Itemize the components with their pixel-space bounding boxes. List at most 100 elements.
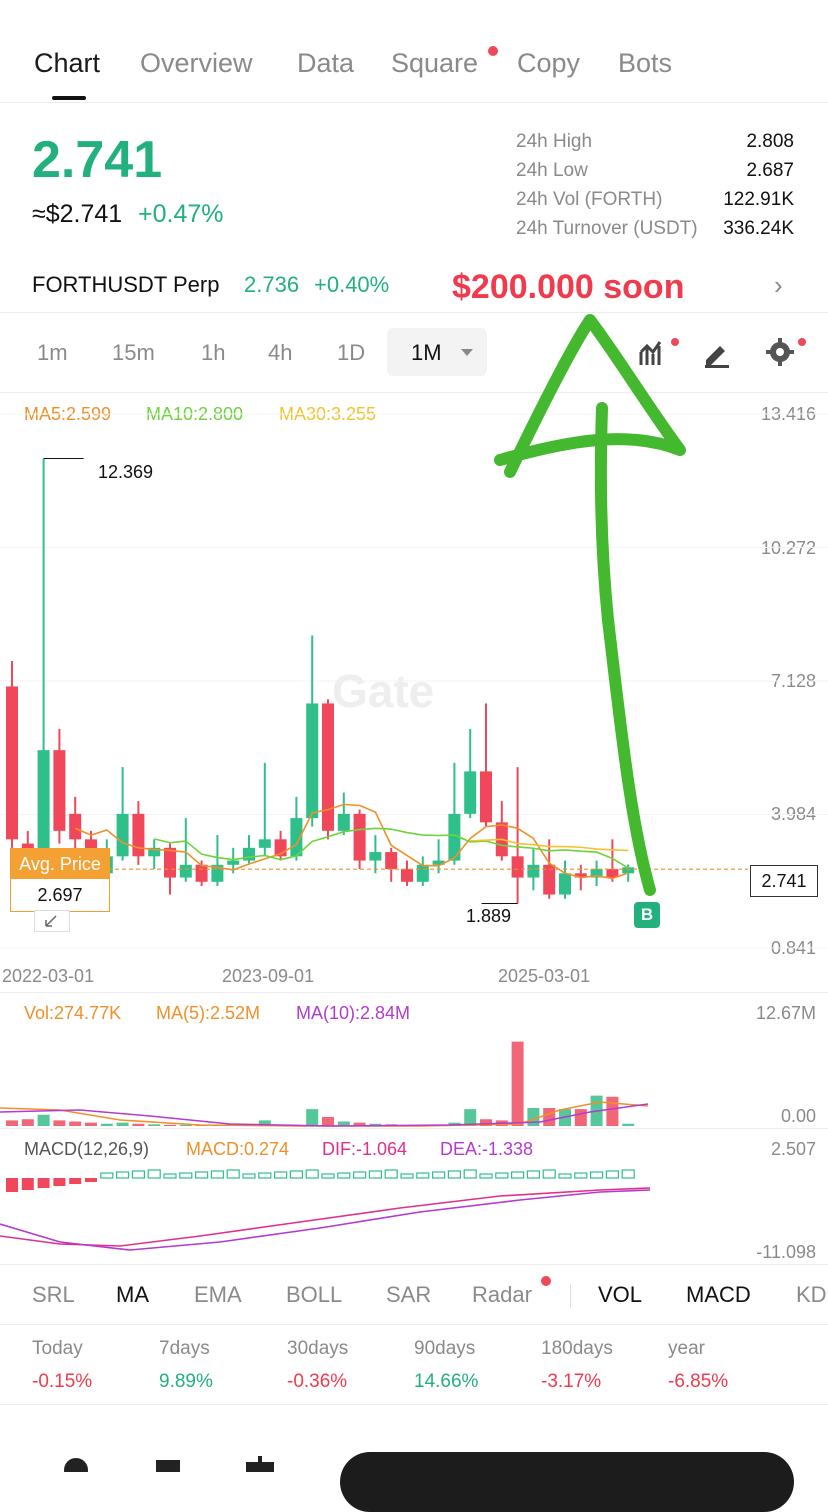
divider [0,1324,828,1325]
macd-bar [368,1170,382,1179]
interval-15m[interactable]: 15m [112,340,155,365]
volume-bar [622,1123,635,1126]
candle-body [258,839,271,848]
candle-body [480,771,492,823]
candle-body [148,847,161,857]
stat-label-low: 24h Low [516,160,588,181]
candle-body [353,813,366,861]
volume-bar [543,1108,556,1126]
volume-bar [353,1122,366,1126]
vol-ma10-line [0,1103,649,1127]
indicator-tab-vol[interactable]: VOL [598,1282,643,1307]
volume-bar [37,1114,50,1126]
top-tab-bar: Chart Overview Data Square Copy Bots [0,30,828,103]
volume-bar [464,1109,477,1126]
indicator-icon[interactable] [638,338,668,368]
tab-bots[interactable]: Bots [618,48,673,78]
chevron-right-icon[interactable]: › [774,270,783,300]
interval-1M[interactable]: 1M [411,340,442,365]
vol-ma10-label: MA(10):2.84M [296,1003,411,1023]
macd-bar [558,1173,572,1179]
volume-bar [480,1119,492,1126]
tab-square[interactable]: Square [391,48,479,78]
tab-chart[interactable]: Chart [34,48,101,78]
macd-bar [337,1172,351,1179]
volume-bar [132,1123,145,1126]
interval-1h[interactable]: 1h [201,340,226,365]
volume-bar [337,1121,350,1126]
macd-bar [69,1178,82,1184]
contract-name[interactable]: FORTHUSDT Perp [32,272,220,297]
macd-bar [384,1169,398,1179]
period-label: 90days [414,1338,476,1359]
avg-price-label: Avg. Price [11,849,109,879]
contract-price: 2.736 [244,272,300,297]
bot-icon[interactable] [242,1456,278,1472]
buy-badge[interactable]: B [634,902,660,928]
macd-bar [479,1173,493,1179]
gear-icon[interactable] [765,337,795,367]
indicator-tab-ema[interactable]: EMA [194,1282,242,1307]
macd-bar [511,1171,525,1179]
candle-body [559,873,571,895]
period-label: 30days [287,1338,349,1359]
indicator-tab-boll[interactable]: BOLL [286,1282,343,1307]
period-label: 7days [159,1338,210,1359]
candle-body [179,864,192,878]
date-tick: 2023-09-01 [222,966,315,986]
macd-bar [163,1173,177,1179]
radar-dot [541,1276,551,1286]
period-value: -0.36% [287,1371,348,1392]
volume-bar [179,1124,192,1126]
candle-body [401,869,413,882]
stat-value-turnover: 336.24K [723,218,794,239]
alert-icon[interactable] [58,1456,94,1472]
stat-label-turnover: 24h Turnover (USDT) [516,218,698,239]
stat-value-high: 2.808 [746,131,794,152]
interval-4h[interactable]: 4h [268,340,293,365]
tab-copy[interactable]: Copy [517,48,581,78]
macd-bar [495,1172,509,1179]
macd-bar [85,1178,97,1182]
macd-bar [432,1171,446,1179]
macd-bar [115,1171,130,1179]
candle-body [195,864,208,882]
tab-overview[interactable]: Overview [140,48,253,78]
ma10-line [154,827,629,869]
copy-icon[interactable] [150,1456,186,1472]
indicator-tab-ma[interactable]: MA [116,1282,149,1307]
macd-chart[interactable] [0,1164,828,1260]
volume-bar [164,1124,176,1126]
macd-value: MACD:0.274 [186,1139,290,1159]
macd-bar [100,1172,114,1179]
macd-bar [53,1178,66,1186]
chevron-down-icon[interactable] [460,348,474,358]
candle-body [590,869,603,878]
indicator-tab-sar[interactable]: SAR [386,1282,432,1307]
trade-button[interactable] [340,1452,794,1512]
macd-bar [258,1172,272,1179]
macd-bar [242,1173,256,1179]
interval-1m[interactable]: 1m [37,340,68,365]
volume-bar [574,1109,587,1126]
draw-icon[interactable] [702,338,732,368]
volume-chart[interactable] [0,1030,828,1128]
indicator-tab-kd[interactable]: KD [796,1282,827,1307]
period-value: -3.17% [541,1371,602,1392]
indicator-tab-srl[interactable]: SRL [32,1282,75,1307]
candle-body [322,703,334,831]
period-label: year [668,1338,705,1359]
vol-axis-max: 12.67M [755,1003,816,1023]
contract-change: +0.40% [314,272,390,297]
tab-data[interactable]: Data [297,48,355,78]
divider [0,992,828,993]
vol-label: Vol:274.77K [24,1003,122,1023]
interval-1d[interactable]: 1D [337,340,366,365]
volume-bar [21,1119,34,1126]
collapse-icon[interactable] [34,910,70,932]
indicator-tab-macd[interactable]: MACD [686,1282,751,1307]
hand-drawn-arrow [494,314,686,896]
macd-bar [37,1178,50,1188]
avg-price-box[interactable]: Avg. Price 2.697 [10,848,110,912]
indicator-tab-radar[interactable]: Radar [472,1282,532,1307]
